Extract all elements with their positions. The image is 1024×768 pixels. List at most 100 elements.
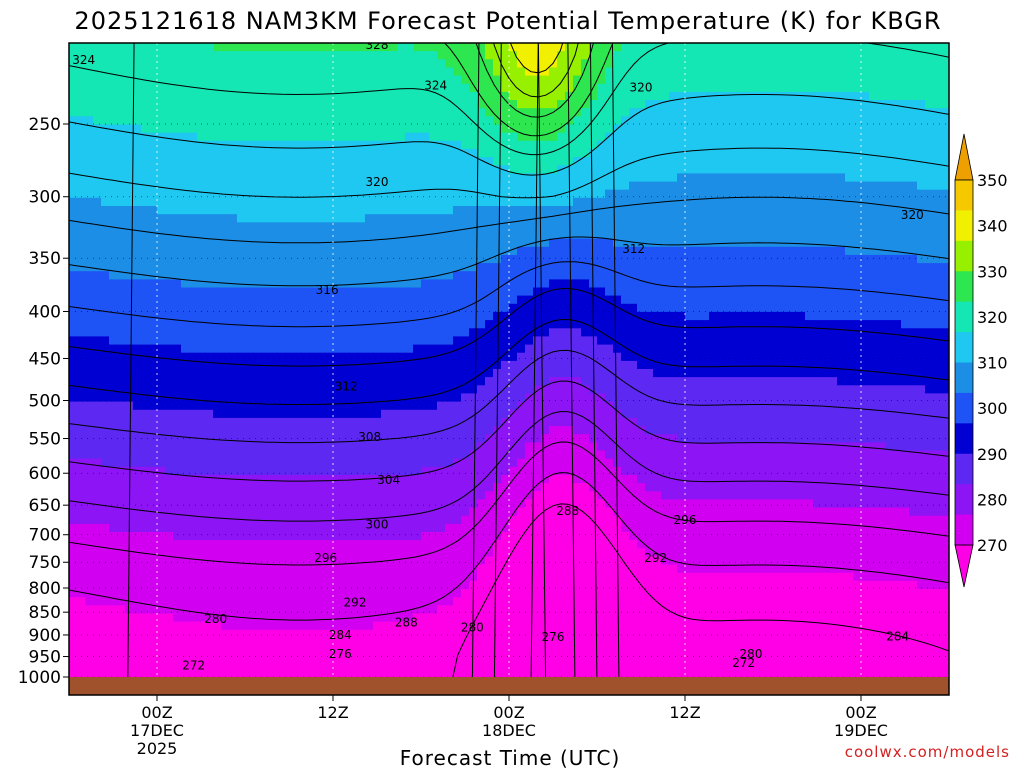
contour-fill-cell: [349, 254, 358, 264]
contour-fill-cell: [789, 43, 798, 52]
contour-fill-cell: [725, 336, 734, 346]
contour-fill-cell: [653, 328, 662, 337]
contour-fill-cell: [277, 157, 286, 166]
contour-fill-cell: [333, 246, 342, 256]
contour-fill-cell: [517, 287, 526, 297]
contour-fill-cell: [829, 189, 838, 199]
contour-fill-cell: [125, 369, 134, 378]
contour-fill-cell: [293, 165, 302, 175]
contour-fill-cell: [477, 189, 486, 199]
contour-fill-cell: [765, 328, 774, 337]
contour-fill-cell: [861, 263, 870, 272]
contour-fill-cell: [397, 279, 406, 289]
contour-fill-cell: [237, 295, 246, 305]
contour-fill-cell: [925, 222, 934, 231]
contour-fill-cell: [261, 295, 270, 305]
contour-fill-cell: [797, 222, 806, 231]
contour-fill-cell: [357, 214, 366, 223]
contour-fill-cell: [213, 360, 222, 370]
contour-fill-cell: [701, 344, 710, 354]
contour-fill-cell: [205, 279, 214, 289]
contour-fill-cell: [301, 132, 310, 142]
contour-fill-cell: [645, 385, 654, 394]
contour-fill-cell: [861, 246, 870, 256]
contour-fill-cell: [733, 100, 742, 109]
contour-fill-cell: [381, 360, 390, 370]
contour-fill-cell: [389, 181, 398, 191]
contour-fill-cell: [661, 181, 670, 191]
contour-fill-cell: [549, 344, 558, 354]
contour-fill-cell: [845, 83, 854, 93]
contour-fill-cell: [677, 287, 686, 297]
contour-fill-cell: [237, 238, 246, 248]
contour-fill-cell: [397, 43, 406, 52]
contour-fill-cell: [773, 254, 782, 264]
contour-fill-cell: [197, 165, 206, 175]
contour-fill-cell: [637, 51, 646, 60]
contour-fill-cell: [357, 344, 366, 354]
contour-fill-cell: [725, 132, 734, 142]
contour-fill-cell: [421, 409, 430, 419]
contour-fill-cell: [69, 197, 78, 207]
contour-fill-cell: [557, 328, 566, 337]
contour-fill-cell: [605, 254, 614, 264]
contour-fill-cell: [149, 320, 158, 329]
contour-fill-cell: [477, 311, 486, 321]
contour-fill-cell: [733, 271, 742, 280]
contour-fill-cell: [149, 271, 158, 280]
contour-fill-cell: [781, 173, 790, 183]
contour-fill-cell: [581, 51, 590, 60]
contour-fill-cell: [421, 238, 430, 248]
contour-fill-cell: [125, 246, 134, 256]
contour-fill-cell: [229, 409, 238, 419]
contour-fill-cell: [149, 197, 158, 207]
contour-fill-cell: [157, 59, 166, 69]
contour-fill-cell: [333, 303, 342, 313]
contour-fill-cell: [85, 51, 94, 60]
contour-fill-cell: [301, 409, 310, 419]
contour-fill-cell: [845, 263, 854, 272]
contour-fill-cell: [421, 43, 430, 52]
contour-fill-cell: [893, 320, 902, 329]
contour-fill-cell: [733, 369, 742, 378]
contour-fill-cell: [733, 148, 742, 158]
contour-fill-cell: [693, 189, 702, 199]
contour-fill-cell: [157, 140, 166, 150]
contour-fill-cell: [853, 222, 862, 231]
contour-fill-cell: [301, 197, 310, 207]
contour-fill-cell: [445, 369, 454, 378]
contour-fill-cell: [549, 206, 558, 215]
contour-fill-cell: [629, 140, 638, 150]
contour-fill-cell: [125, 377, 134, 386]
contour-fill-cell: [373, 303, 382, 313]
contour-fill-cell: [685, 140, 694, 150]
contour-fill-cell: [181, 222, 190, 231]
contour-fill-cell: [845, 336, 854, 346]
contour-fill-cell: [181, 360, 190, 370]
contour-fill-cell: [165, 51, 174, 60]
contour-fill-cell: [637, 246, 646, 256]
contour-fill-cell: [629, 173, 638, 183]
contour-fill-cell: [693, 124, 702, 134]
contour-fill-cell: [941, 67, 949, 77]
contour-fill-cell: [501, 246, 510, 256]
contour-fill-cell: [437, 328, 446, 337]
contour-fill-cell: [829, 230, 838, 240]
contour-fill-cell: [925, 385, 934, 394]
contour-fill-cell: [557, 287, 566, 297]
contour-fill-cell: [333, 401, 342, 411]
contour-fill-cell: [581, 157, 590, 166]
contour-fill-cell: [325, 189, 334, 199]
contour-fill-cell: [405, 124, 414, 134]
contour-fill-cell: [109, 246, 118, 256]
contour-fill-cell: [125, 206, 134, 215]
contour-fill-cell: [405, 385, 414, 394]
contour-fill-cell: [77, 246, 86, 256]
contour-fill-cell: [309, 246, 318, 256]
contour-fill-cell: [629, 287, 638, 297]
contour-fill-cell: [341, 108, 350, 117]
contour-fill-cell: [125, 148, 134, 158]
contour-fill-cell: [245, 385, 254, 394]
contour-fill-cell: [373, 401, 382, 411]
contour-fill-cell: [85, 377, 94, 386]
